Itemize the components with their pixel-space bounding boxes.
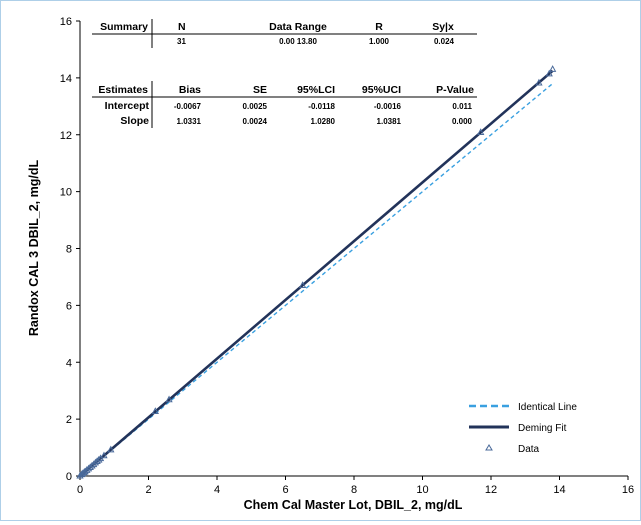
x-tick-label: 4 <box>214 484 220 496</box>
estimates-cell: -0.0016 <box>374 102 402 111</box>
y-tick-label: 12 <box>60 130 72 142</box>
estimates-cell: 1.0280 <box>311 117 336 126</box>
estimates-cell: 0.011 <box>452 102 472 111</box>
summary-header-4: Sy|x <box>432 21 454 33</box>
estimates-table: Estimates Bias SE 95%LCI 95%UCI P-Value … <box>92 81 477 128</box>
estimates-header-1: Bias <box>179 84 201 96</box>
estimates-cell: -0.0067 <box>174 102 202 111</box>
summary-cell-range: 0.00 13.80 <box>279 37 317 46</box>
data-point <box>549 65 557 72</box>
deming-fit-line <box>79 69 554 478</box>
identical-line <box>79 83 554 477</box>
y-ticks: 0 2 4 6 8 10 12 14 16 <box>60 16 80 483</box>
legend-label-deming: Deming Fit <box>518 423 567 434</box>
x-tick-label: 16 <box>622 484 634 496</box>
estimates-cell: 0.0025 <box>243 102 268 111</box>
y-tick-label: 14 <box>60 73 72 85</box>
data-point <box>165 395 173 403</box>
x-tick-label: 6 <box>282 484 288 496</box>
data-point <box>88 461 96 469</box>
data-point <box>90 460 98 468</box>
x-tick-label: 0 <box>77 484 83 496</box>
y-tick-label: 2 <box>66 414 72 426</box>
data-point <box>545 69 553 77</box>
summary-header-2: Data Range <box>269 21 327 33</box>
y-tick-label: 10 <box>60 187 72 199</box>
legend-label-data: Data <box>518 444 540 455</box>
estimates-cell: 1.0381 <box>377 117 402 126</box>
estimates-cell: -0.0118 <box>308 102 335 111</box>
estimates-header-5: P-Value <box>436 84 474 96</box>
x-tick-label: 10 <box>416 484 428 496</box>
data-point <box>535 78 543 86</box>
x-tick-label: 14 <box>553 484 565 496</box>
summary-header-0: Summary <box>100 21 148 33</box>
plot-area <box>76 65 557 479</box>
data-point <box>298 281 307 288</box>
summary-header-3: R <box>375 21 383 33</box>
x-axis-title: Chem Cal Master Lot, DBIL_2, mg/dL <box>244 498 463 512</box>
summary-header-1: N <box>178 21 186 33</box>
y-axis-title: Randox CAL 3 DBIL_2, mg/dL <box>27 160 41 337</box>
summary-cell-n: 31 <box>177 37 186 46</box>
summary-cell-syx: 0.024 <box>434 37 455 46</box>
estimates-cell: 0.000 <box>452 117 473 126</box>
estimates-cell: 1.0331 <box>177 117 202 126</box>
x-tick-label: 12 <box>485 484 497 496</box>
y-tick-label: 16 <box>60 16 72 28</box>
estimates-row-label-slope: Slope <box>120 115 149 127</box>
estimates-row-label-intercept: Intercept <box>105 100 150 112</box>
y-tick-label: 0 <box>66 471 72 483</box>
y-tick-label: 6 <box>66 300 72 312</box>
y-tick-label: 4 <box>66 357 72 369</box>
data-point <box>95 455 103 463</box>
estimates-header-2: SE <box>253 84 267 96</box>
x-ticks: 0 2 4 6 8 10 12 14 16 <box>77 476 634 496</box>
summary-cell-r: 1.000 <box>369 37 390 46</box>
estimates-header-0: Estimates <box>98 84 148 96</box>
legend: Identical Line Deming Fit Data <box>469 402 577 455</box>
data-point <box>151 407 159 414</box>
legend-swatch-data <box>485 444 493 451</box>
data-point <box>100 451 108 459</box>
x-tick-label: 8 <box>351 484 357 496</box>
legend-label-identical: Identical Line <box>518 402 577 413</box>
estimates-cell: 0.0024 <box>243 117 268 126</box>
data-point <box>79 469 87 477</box>
data-point <box>107 445 115 453</box>
summary-table: Summary N Data Range R Sy|x 31 0.00 13.8… <box>92 19 477 48</box>
estimates-header-4: 95%UCI <box>362 84 401 96</box>
x-tick-label: 2 <box>145 484 151 496</box>
data-point <box>477 128 485 135</box>
estimates-header-3: 95%LCI <box>297 84 335 96</box>
y-tick-label: 8 <box>66 244 72 256</box>
